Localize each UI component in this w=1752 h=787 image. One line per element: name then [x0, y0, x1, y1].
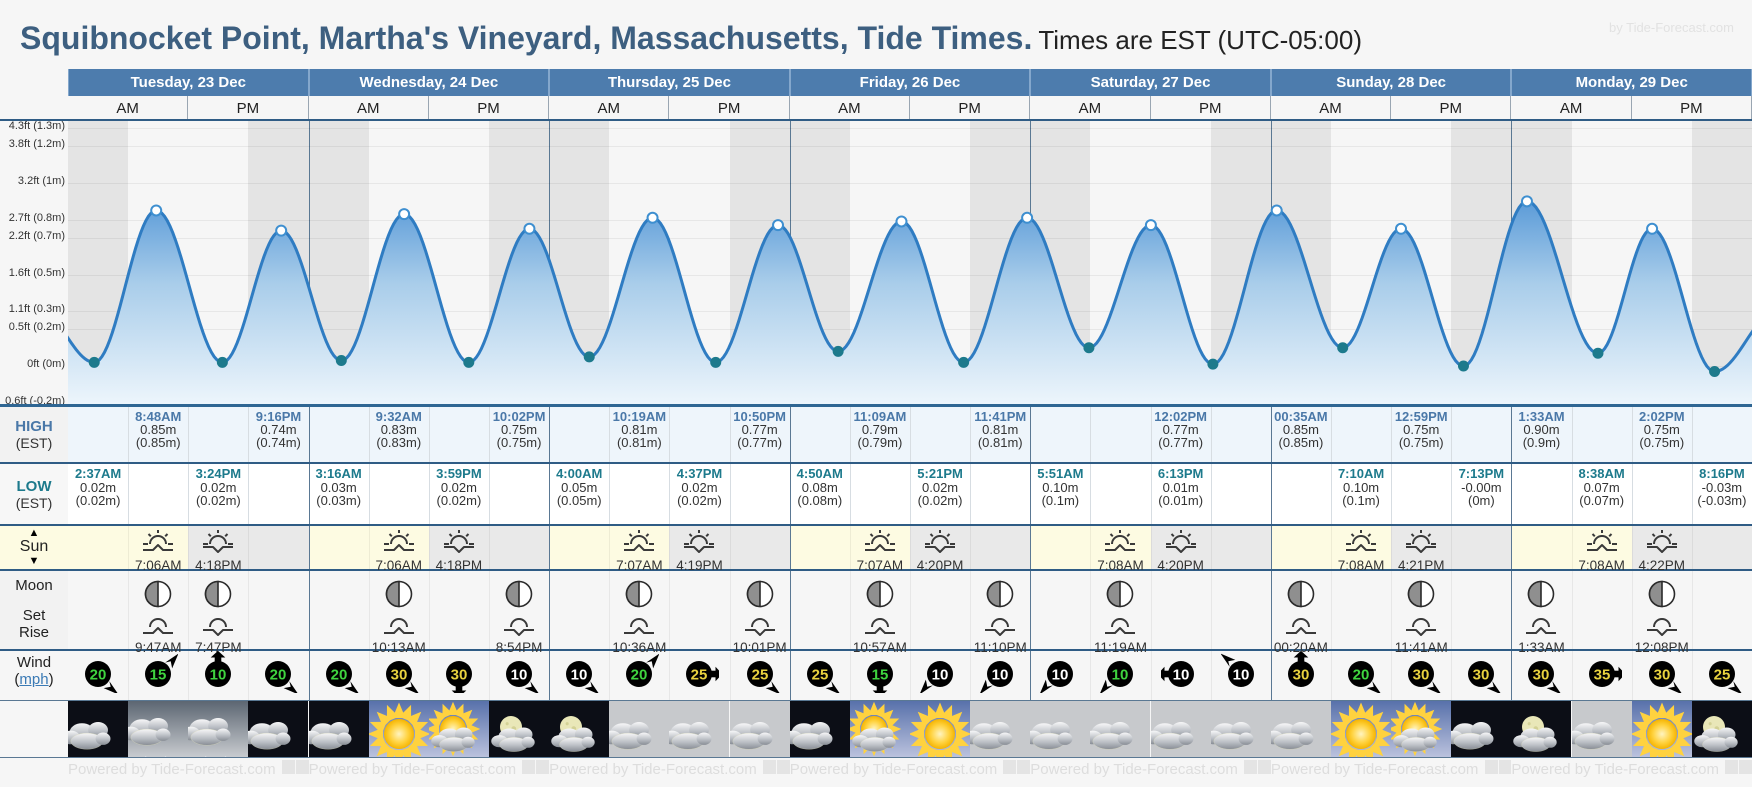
svg-text:25: 25 — [811, 666, 828, 683]
svg-text:10: 10 — [210, 666, 227, 683]
svg-text:35: 35 — [1593, 666, 1610, 683]
svg-text:20: 20 — [1353, 666, 1370, 683]
svg-text:20: 20 — [631, 666, 648, 683]
svg-text:30: 30 — [1653, 666, 1670, 683]
svg-text:30: 30 — [451, 666, 468, 683]
svg-text:15: 15 — [150, 666, 167, 683]
svg-text:10: 10 — [1172, 666, 1189, 683]
svg-text:10: 10 — [1232, 666, 1249, 683]
svg-text:25: 25 — [751, 666, 768, 683]
svg-text:10: 10 — [1052, 666, 1069, 683]
svg-text:10: 10 — [992, 666, 1009, 683]
svg-text:10: 10 — [932, 666, 949, 683]
svg-text:30: 30 — [1413, 666, 1430, 683]
svg-text:20: 20 — [330, 666, 347, 683]
svg-text:30: 30 — [1293, 666, 1310, 683]
svg-text:10: 10 — [571, 666, 588, 683]
svg-text:20: 20 — [270, 666, 287, 683]
svg-text:10: 10 — [511, 666, 528, 683]
svg-text:20: 20 — [90, 666, 107, 683]
svg-text:25: 25 — [1714, 666, 1731, 683]
svg-text:30: 30 — [1533, 666, 1550, 683]
svg-text:15: 15 — [872, 666, 889, 683]
svg-text:30: 30 — [1473, 666, 1490, 683]
svg-text:25: 25 — [691, 666, 708, 683]
svg-text:30: 30 — [390, 666, 407, 683]
svg-text:10: 10 — [1112, 666, 1129, 683]
